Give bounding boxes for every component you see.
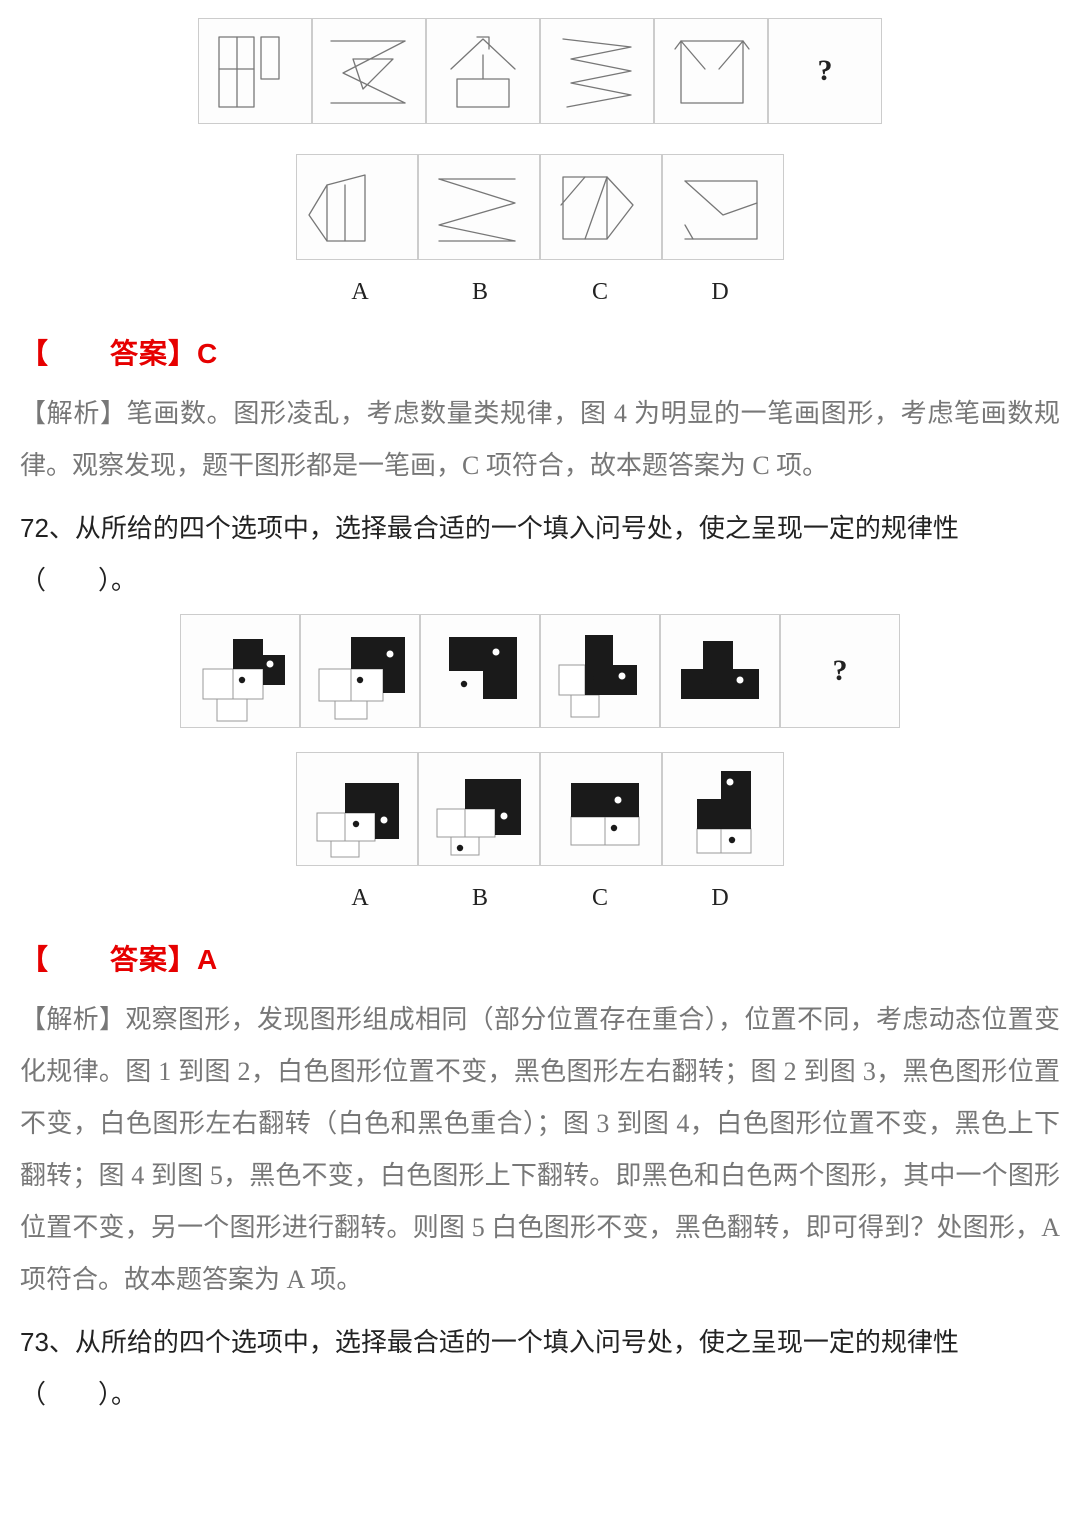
q71-answer: 【答案】C	[20, 326, 1060, 382]
q73-number: 73、	[20, 1327, 75, 1357]
q72-stem-text: 从所给的四个选项中，选择最合适的一个填入问号处，使之呈现一定的规律性（ ）。	[20, 513, 959, 595]
option-label-D: D	[660, 874, 780, 922]
q72-opt-cell-3	[662, 752, 784, 866]
option-label-B: B	[420, 874, 540, 922]
q72-answer: 【答案】A	[20, 932, 1060, 988]
q73-stem: 73、从所给的四个选项中，选择最合适的一个填入问号处，使之呈现一定的规律性（ ）…	[20, 1316, 1060, 1420]
answer-value: A	[197, 944, 218, 975]
q71-seq-cell-4	[654, 18, 768, 124]
q71-seq-cell-3	[540, 18, 654, 124]
q71-opt-cell-3	[662, 154, 784, 260]
q72-option-labels: ABCD	[20, 874, 1060, 922]
answer-value: C	[197, 338, 218, 369]
q71-opt-cell-0	[296, 154, 418, 260]
q72-opt-cell-2	[540, 752, 662, 866]
q72-seq-cell-2	[420, 614, 540, 728]
q71-options-row	[20, 154, 1060, 260]
question-mark-cell: ?	[768, 18, 882, 124]
option-label-C: C	[540, 268, 660, 316]
q72-seq-cell-0	[180, 614, 300, 728]
option-label-A: A	[300, 268, 420, 316]
q72-opt-cell-1	[418, 752, 540, 866]
answer-label: 答案】	[110, 944, 197, 975]
q71-sequence-row: ?	[20, 18, 1060, 124]
q71-seq-cell-1	[312, 18, 426, 124]
q72-seq-cell-4	[660, 614, 780, 728]
q72-seq-cell-3	[540, 614, 660, 728]
q72-seq-cell-1	[300, 614, 420, 728]
q73-stem-text: 从所给的四个选项中，选择最合适的一个填入问号处，使之呈现一定的规律性（ ）。	[20, 1327, 959, 1409]
answer-bracket-open: 【	[20, 932, 110, 988]
q72-explanation: 【解析】观察图形，发现图形组成相同（部分位置存在重合），位置不同，考虑动态位置变…	[20, 994, 1060, 1306]
q72-options-row	[20, 752, 1060, 866]
q71-opt-cell-1	[418, 154, 540, 260]
q72-sequence-row: ?	[20, 614, 1060, 728]
q71-explanation: 【解析】笔画数。图形凌乱，考虑数量类规律，图 4 为明显的一笔画图形，考虑笔画数…	[20, 388, 1060, 492]
q71-option-labels: ABCD	[20, 268, 1060, 316]
q72-number: 72、	[20, 513, 75, 543]
answer-bracket-open: 【	[20, 326, 110, 382]
q71-opt-cell-2	[540, 154, 662, 260]
option-label-A: A	[300, 874, 420, 922]
option-label-D: D	[660, 268, 780, 316]
q72-stem: 72、从所给的四个选项中，选择最合适的一个填入问号处，使之呈现一定的规律性（ ）…	[20, 502, 1060, 606]
q71-seq-cell-0	[198, 18, 312, 124]
q72-opt-cell-0	[296, 752, 418, 866]
option-label-B: B	[420, 268, 540, 316]
question-mark-cell: ?	[780, 614, 900, 728]
answer-label: 答案】	[110, 338, 197, 369]
q71-seq-cell-2	[426, 18, 540, 124]
option-label-C: C	[540, 874, 660, 922]
